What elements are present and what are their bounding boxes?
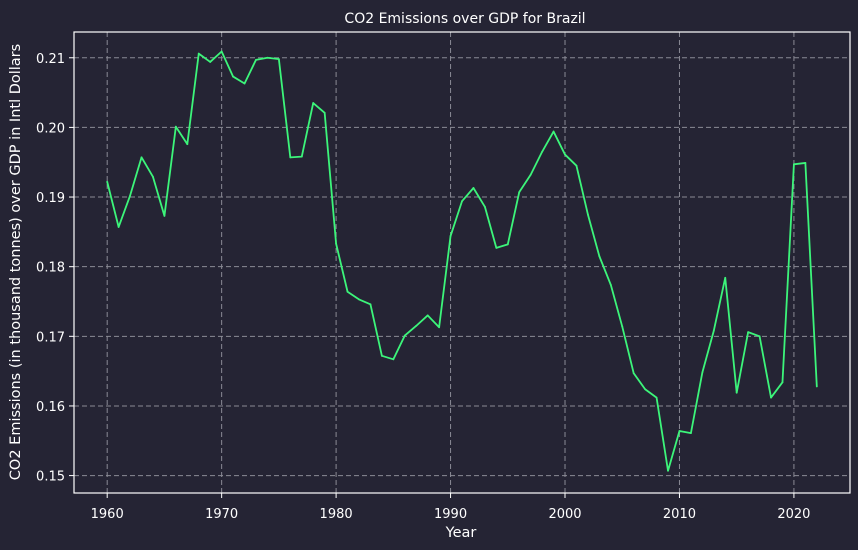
- data-point: [140, 156, 143, 159]
- data-point: [186, 143, 189, 146]
- data-point: [793, 163, 795, 166]
- data-point: [312, 102, 315, 104]
- y-tick-label: 0.16: [36, 400, 65, 415]
- data-point: [415, 324, 418, 327]
- y-tick-label: 0.17: [36, 330, 65, 345]
- y-tick-label: 0.15: [36, 470, 65, 485]
- data-point: [632, 372, 635, 375]
- data-point: [552, 130, 555, 133]
- x-tick-label: 1990: [434, 507, 467, 522]
- data-point: [346, 290, 349, 293]
- y-tick-label: 0.21: [36, 52, 65, 67]
- x-tick-label: 2010: [663, 507, 696, 522]
- data-point: [380, 354, 383, 357]
- data-point: [106, 180, 109, 183]
- x-tick-label: 1970: [205, 507, 238, 522]
- data-point: [163, 214, 166, 217]
- data-point: [323, 111, 326, 114]
- data-point: [541, 150, 544, 153]
- series-group: [106, 50, 818, 472]
- data-point: [220, 50, 223, 53]
- plot-frame: [73, 31, 851, 494]
- data-point: [392, 358, 395, 361]
- data-point: [609, 283, 612, 286]
- data-point: [701, 371, 704, 374]
- data-point: [770, 396, 772, 399]
- x-tick-label: 1960: [91, 507, 124, 522]
- data-point: [174, 125, 177, 128]
- data-point: [495, 246, 498, 249]
- data-point: [724, 276, 727, 279]
- data-point: [667, 469, 669, 472]
- data-point: [277, 58, 280, 61]
- data-point: [655, 396, 658, 399]
- data-point: [804, 162, 807, 164]
- data-point: [289, 156, 292, 159]
- x-tick-label: 1980: [320, 507, 353, 522]
- data-point: [621, 325, 624, 328]
- y-tick-label: 0.19: [36, 191, 65, 206]
- data-point: [358, 298, 360, 301]
- data-point: [564, 153, 566, 156]
- data-point: [815, 385, 818, 388]
- data-point: [117, 226, 120, 228]
- data-point: [690, 432, 692, 435]
- x-tick-label: 2020: [777, 507, 810, 522]
- data-point: [644, 388, 647, 391]
- chart-title: CO2 Emissions over GDP for Brazil: [344, 11, 585, 27]
- data-point: [735, 391, 738, 394]
- data-point: [747, 331, 750, 334]
- y-axis-ticks: 0.15 0.16 0.17 0.18 0.19 0.20 0.21: [36, 52, 74, 485]
- x-axis-ticks: 1960 1970 1980 1990 2000 2010 2020: [91, 493, 810, 522]
- data-point: [529, 173, 532, 176]
- data-point: [472, 187, 475, 189]
- data-point: [758, 335, 761, 338]
- data-point: [483, 205, 486, 208]
- data-point: [598, 255, 601, 258]
- data-point: [197, 52, 200, 55]
- data-point: [461, 200, 463, 203]
- data-point: [712, 329, 715, 332]
- data-point: [152, 175, 154, 178]
- data-point: [300, 155, 303, 158]
- data-point: [586, 213, 589, 216]
- data-point: [369, 303, 372, 306]
- data-point: [678, 430, 681, 432]
- data-point: [506, 243, 509, 246]
- data-point: [335, 242, 338, 245]
- data-point: [243, 82, 246, 85]
- x-tick-label: 2000: [548, 507, 581, 522]
- data-point: [575, 164, 578, 167]
- data-point: [449, 235, 452, 237]
- data-point: [266, 56, 269, 59]
- data-point: [209, 61, 212, 63]
- data-point: [129, 194, 131, 197]
- y-axis-label: CO2 Emissions (in thousand tonnes) over …: [8, 44, 24, 480]
- data-point: [438, 326, 441, 329]
- y-tick-label: 0.20: [36, 121, 65, 136]
- x-axis-label: Year: [445, 525, 477, 541]
- data-point: [426, 314, 429, 317]
- data-point: [781, 381, 784, 384]
- y-tick-label: 0.18: [36, 261, 65, 276]
- data-point: [518, 191, 521, 194]
- data-point: [255, 58, 257, 61]
- data-point: [403, 334, 406, 337]
- data-point: [232, 75, 234, 78]
